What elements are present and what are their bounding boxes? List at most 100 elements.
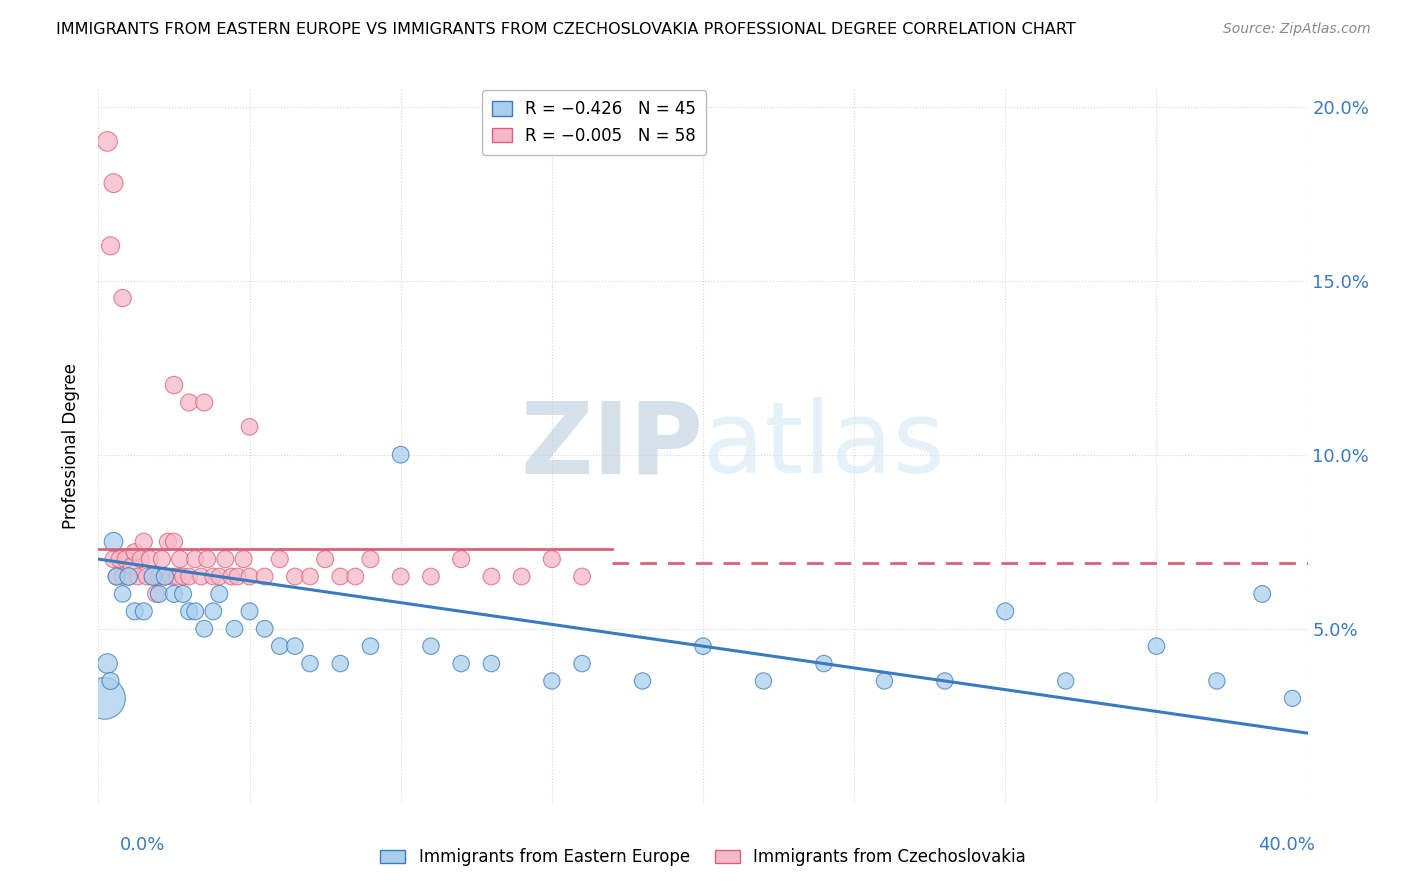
Point <box>232 552 254 566</box>
Point <box>172 569 194 583</box>
Point <box>142 569 165 583</box>
Point <box>284 639 307 653</box>
Point <box>148 569 170 583</box>
Point <box>1251 587 1274 601</box>
Point <box>195 552 218 566</box>
Point <box>100 673 122 688</box>
Point <box>208 569 231 583</box>
Point <box>163 534 186 549</box>
Point <box>132 534 155 549</box>
Point <box>139 552 162 566</box>
Point <box>1281 691 1303 706</box>
Point <box>299 657 322 671</box>
Point <box>153 569 176 583</box>
Point <box>269 552 291 566</box>
Point <box>360 639 382 653</box>
Point <box>299 569 322 583</box>
Point <box>239 569 262 583</box>
Text: atlas: atlas <box>703 398 945 494</box>
Point <box>214 552 236 566</box>
Point <box>153 569 176 583</box>
Point <box>873 673 896 688</box>
Point <box>179 395 201 409</box>
Point <box>150 552 173 566</box>
Point <box>114 552 136 566</box>
Point <box>156 534 179 549</box>
Point <box>540 552 562 566</box>
Point <box>1206 673 1229 688</box>
Point <box>389 569 412 583</box>
Legend: Immigrants from Eastern Europe, Immigrants from Czechoslovakia: Immigrants from Eastern Europe, Immigran… <box>374 842 1032 873</box>
Point <box>169 552 191 566</box>
Point <box>184 552 207 566</box>
Point <box>571 657 593 671</box>
Point <box>692 639 714 653</box>
Point <box>129 552 152 566</box>
Point <box>389 448 412 462</box>
Point <box>934 673 956 688</box>
Legend: R = −0.426   N = 45, R = −0.005   N = 58: R = −0.426 N = 45, R = −0.005 N = 58 <box>482 90 706 154</box>
Point <box>193 395 215 409</box>
Text: ZIP: ZIP <box>520 398 703 494</box>
Point <box>208 587 231 601</box>
Point <box>184 604 207 618</box>
Point <box>450 552 472 566</box>
Point <box>124 545 146 559</box>
Point <box>450 657 472 671</box>
Point <box>239 420 262 434</box>
Point <box>813 657 835 671</box>
Point <box>540 673 562 688</box>
Point <box>253 569 276 583</box>
Point <box>202 604 225 618</box>
Point <box>224 622 246 636</box>
Point <box>202 569 225 583</box>
Point <box>118 569 141 583</box>
Point <box>103 534 125 549</box>
Y-axis label: Professional Degree: Professional Degree <box>62 363 80 529</box>
Point <box>571 569 593 583</box>
Point <box>631 673 654 688</box>
Point <box>314 552 336 566</box>
Point <box>163 587 186 601</box>
Point <box>329 569 352 583</box>
Point <box>148 587 170 601</box>
Point <box>1144 639 1167 653</box>
Point <box>160 569 183 583</box>
Point <box>329 657 352 671</box>
Point <box>179 569 201 583</box>
Point <box>221 569 243 583</box>
Point <box>344 569 367 583</box>
Point <box>100 239 122 253</box>
Point <box>420 639 443 653</box>
Point <box>190 569 212 583</box>
Point <box>481 657 503 671</box>
Point <box>121 559 143 574</box>
Point <box>1054 673 1077 688</box>
Point <box>124 604 146 618</box>
Point <box>103 176 125 190</box>
Point <box>510 569 533 583</box>
Point <box>420 569 443 583</box>
Point <box>269 639 291 653</box>
Point <box>752 673 775 688</box>
Point <box>163 378 186 392</box>
Point <box>105 569 128 583</box>
Point <box>93 691 115 706</box>
Point <box>253 622 276 636</box>
Point <box>172 587 194 601</box>
Point <box>132 604 155 618</box>
Point <box>118 569 141 583</box>
Point <box>481 569 503 583</box>
Point <box>108 552 131 566</box>
Point <box>111 291 134 305</box>
Text: 0.0%: 0.0% <box>120 836 165 854</box>
Text: Source: ZipAtlas.com: Source: ZipAtlas.com <box>1223 22 1371 37</box>
Point <box>166 569 188 583</box>
Point <box>135 569 157 583</box>
Point <box>360 552 382 566</box>
Point <box>239 604 262 618</box>
Point <box>105 569 128 583</box>
Point <box>142 569 165 583</box>
Point <box>284 569 307 583</box>
Point <box>193 622 215 636</box>
